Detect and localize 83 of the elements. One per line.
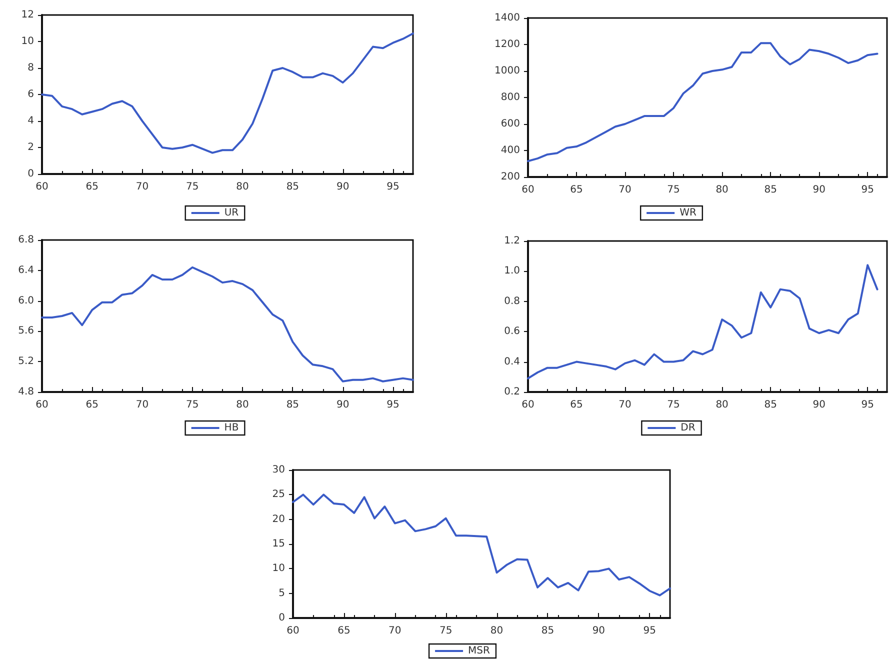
legend-label: DR bbox=[680, 422, 696, 434]
y-tick-label: 200 bbox=[500, 172, 520, 182]
x-tick-label: 70 bbox=[388, 626, 402, 636]
x-tick-label: 85 bbox=[286, 182, 300, 192]
x-tick-label: 85 bbox=[764, 184, 777, 196]
x-tick-label: 75 bbox=[667, 184, 680, 196]
x-tick-label: 60 bbox=[522, 400, 534, 410]
y-tick-label: 6.0 bbox=[18, 295, 34, 306]
y-tick-label: 6.4 bbox=[18, 264, 34, 276]
y-tick-label: 8 bbox=[28, 62, 34, 74]
x-tick-label: 90 bbox=[336, 400, 350, 410]
x-tick-label: 95 bbox=[386, 182, 400, 192]
x-tick-label: 80 bbox=[236, 400, 249, 410]
legend-label: UR bbox=[224, 208, 239, 218]
y-tick-label: 400 bbox=[500, 145, 520, 156]
y-tick-label: 0.6 bbox=[504, 326, 520, 338]
y-tick-label: 20 bbox=[272, 514, 285, 525]
x-tick-label: 85 bbox=[286, 400, 300, 410]
x-tick-label: 90 bbox=[336, 182, 350, 192]
x-tick-label: 95 bbox=[386, 400, 400, 410]
x-tick-label: 80 bbox=[490, 626, 504, 636]
x-tick-label: 75 bbox=[439, 626, 452, 636]
y-tick-label: 15 bbox=[272, 538, 285, 550]
line-series bbox=[527, 264, 878, 380]
x-tick-label: 70 bbox=[618, 184, 632, 196]
y-tick-label: 1.2 bbox=[504, 236, 520, 246]
y-tick-label: 1400 bbox=[494, 12, 520, 24]
x-tick-label: 90 bbox=[812, 184, 826, 196]
x-tick-label: 75 bbox=[186, 182, 199, 192]
y-tick-label: 0.4 bbox=[504, 356, 520, 368]
y-tick-label: 1000 bbox=[494, 66, 520, 76]
y-tick-label: 6 bbox=[28, 89, 34, 100]
x-tick-label: 65 bbox=[570, 400, 583, 410]
x-tick-label: 70 bbox=[136, 182, 149, 192]
x-tick-label: 65 bbox=[86, 400, 98, 410]
y-tick-label: 1200 bbox=[494, 39, 520, 50]
line-series bbox=[41, 266, 414, 382]
y-tick-label: 12 bbox=[21, 10, 34, 20]
x-tick-label: 75 bbox=[667, 400, 680, 410]
y-tick-label: 25 bbox=[272, 489, 285, 500]
x-tick-label: 95 bbox=[861, 184, 874, 196]
y-tick-label: 800 bbox=[500, 92, 520, 103]
y-tick-label: 5.6 bbox=[18, 326, 34, 337]
y-tick-label: 5 bbox=[278, 588, 285, 599]
x-tick-label: 60 bbox=[36, 182, 48, 192]
y-tick-label: 4.8 bbox=[18, 386, 34, 398]
x-tick-label: 65 bbox=[570, 184, 583, 196]
y-tick-label: 5.2 bbox=[18, 356, 34, 368]
y-tick-label: 10 bbox=[272, 563, 285, 574]
x-tick-label: 60 bbox=[286, 626, 300, 636]
line-series bbox=[527, 42, 878, 162]
y-tick-label: 0.2 bbox=[504, 386, 520, 398]
x-tick-label: 85 bbox=[764, 400, 777, 410]
x-tick-label: 80 bbox=[716, 400, 728, 410]
x-tick-label: 75 bbox=[186, 400, 199, 410]
y-tick-label: 0 bbox=[28, 168, 34, 180]
x-tick-label: 90 bbox=[812, 400, 826, 410]
y-tick-label: 10 bbox=[21, 36, 34, 47]
y-tick-label: 6.8 bbox=[18, 234, 34, 246]
x-tick-label: 70 bbox=[136, 400, 149, 410]
x-tick-label: 65 bbox=[86, 182, 98, 192]
x-tick-label: 80 bbox=[236, 182, 249, 192]
y-tick-label: 0.8 bbox=[504, 296, 520, 307]
y-tick-label: 0 bbox=[278, 612, 285, 624]
legend-label: WR bbox=[680, 208, 696, 218]
line-series bbox=[292, 494, 671, 596]
x-tick-label: 95 bbox=[861, 400, 874, 410]
x-tick-label: 70 bbox=[618, 400, 632, 410]
y-tick-label: 2 bbox=[28, 142, 34, 153]
x-tick-label: 95 bbox=[643, 626, 656, 636]
x-tick-label: 60 bbox=[522, 184, 534, 196]
x-tick-label: 80 bbox=[716, 184, 728, 196]
y-tick-label: 30 bbox=[272, 464, 285, 476]
x-tick-label: 65 bbox=[338, 626, 350, 636]
y-tick-label: 600 bbox=[500, 118, 520, 130]
legend-label: MSR bbox=[468, 646, 490, 656]
x-tick-label: 85 bbox=[541, 626, 554, 636]
y-tick-label: 1.0 bbox=[504, 266, 520, 277]
legend-label: HB bbox=[224, 422, 239, 434]
line-series bbox=[41, 32, 414, 154]
y-tick-label: 4 bbox=[28, 116, 34, 126]
x-tick-label: 60 bbox=[36, 400, 48, 410]
x-tick-label: 90 bbox=[592, 626, 606, 636]
